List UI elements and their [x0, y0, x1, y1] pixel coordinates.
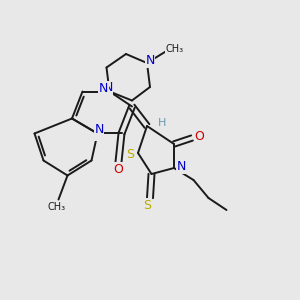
Text: N: N: [94, 123, 104, 136]
Text: N: N: [145, 54, 155, 67]
Text: N: N: [94, 127, 104, 140]
Text: N: N: [177, 160, 186, 173]
Text: S: S: [127, 148, 134, 161]
Text: N: N: [99, 82, 108, 95]
Text: O: O: [114, 163, 123, 176]
Text: H: H: [158, 118, 166, 128]
Text: O: O: [195, 130, 204, 143]
Text: S: S: [143, 199, 151, 212]
Text: CH₃: CH₃: [48, 202, 66, 212]
Text: CH₃: CH₃: [166, 44, 184, 55]
Text: N: N: [103, 81, 113, 94]
